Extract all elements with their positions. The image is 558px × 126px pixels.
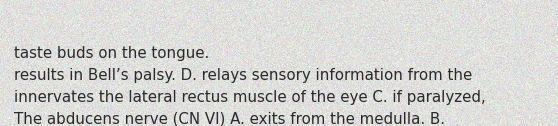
Text: innervates the lateral rectus muscle of the eye C. if paralyzed,: innervates the lateral rectus muscle of …: [14, 90, 486, 105]
Text: The abducens nerve (CN VI) A. exits from the medulla. B.: The abducens nerve (CN VI) A. exits from…: [14, 112, 445, 126]
Text: results in Bell’s palsy. D. relays sensory information from the: results in Bell’s palsy. D. relays senso…: [14, 68, 472, 83]
Text: taste buds on the tongue.: taste buds on the tongue.: [14, 46, 209, 61]
